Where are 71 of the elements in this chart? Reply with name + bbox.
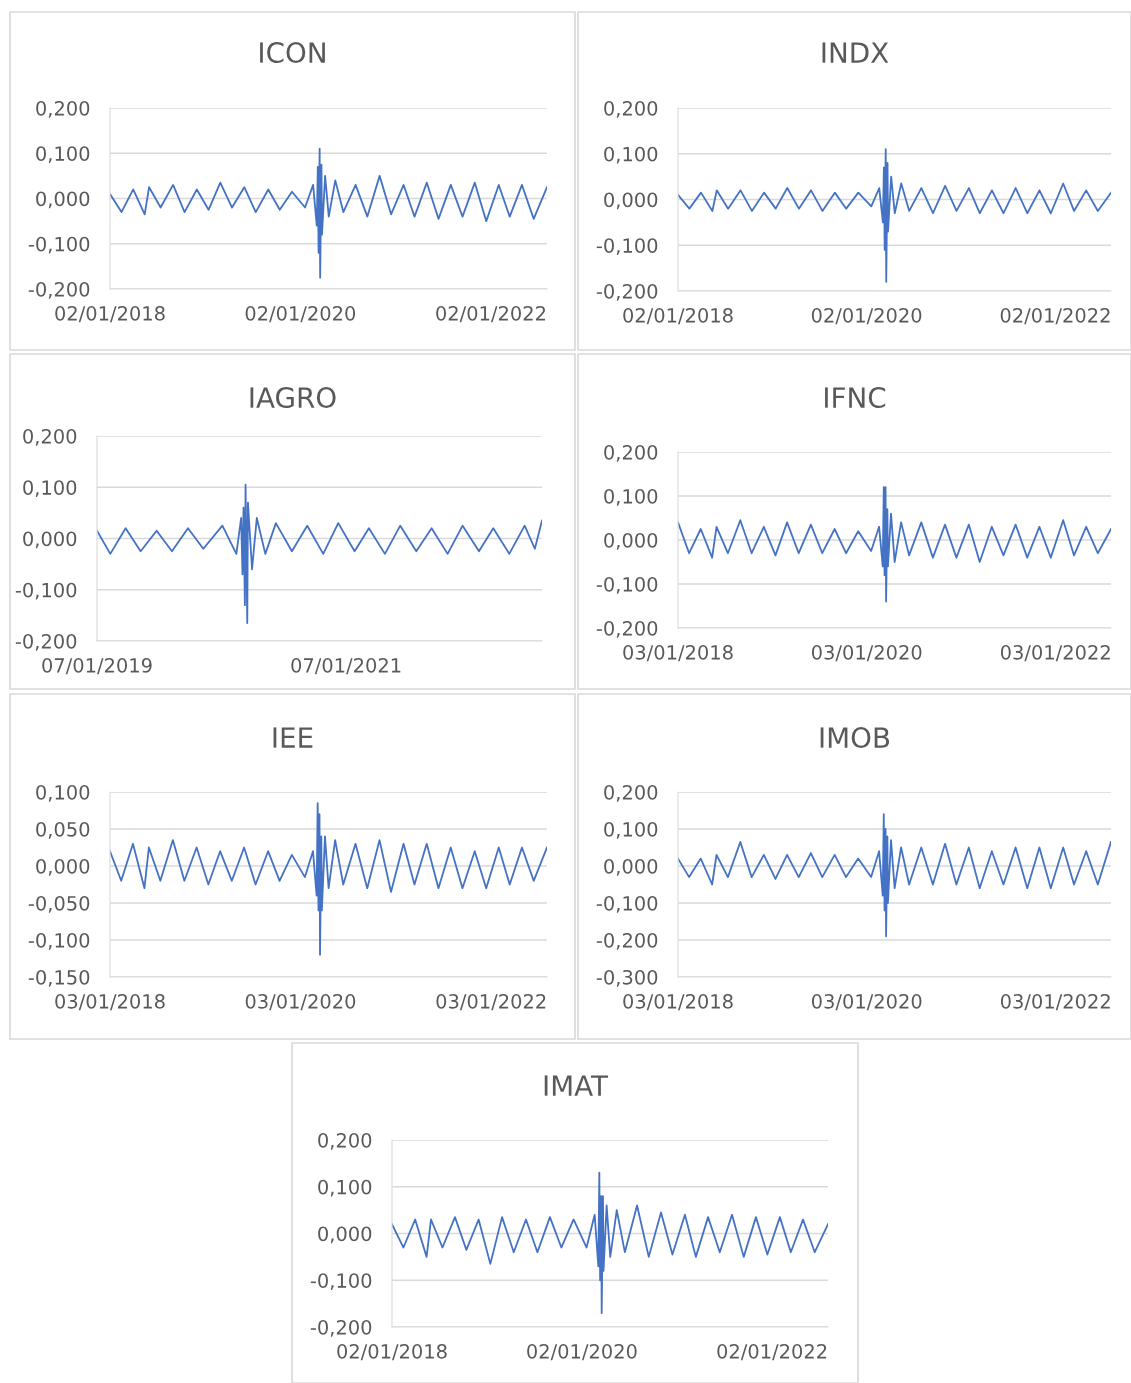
- y-tick-label: 0,200: [604, 784, 658, 802]
- y-tick-label: 0,200: [318, 1132, 372, 1150]
- chart-title: IFNC: [825, 387, 886, 409]
- y-tick-label: -0,100: [28, 236, 90, 254]
- y-tick-label: 0,000: [36, 858, 90, 876]
- y-tick-label: -0,100: [28, 932, 90, 950]
- y-tick-label: 0,200: [604, 444, 658, 462]
- y-tick-label: 0,100: [604, 821, 658, 839]
- x-tick-label: 03/01/2020: [811, 645, 922, 662]
- chart-title: ICON: [260, 42, 325, 64]
- line-series: [678, 813, 1111, 938]
- y-tick-label: 0,000: [604, 192, 658, 210]
- y-tick-label: -0,100: [596, 238, 658, 255]
- y-tick-label: -0,200: [596, 283, 658, 301]
- line-series: [97, 483, 542, 624]
- x-tick-label: 02/01/2022: [717, 1344, 827, 1361]
- x-tick-label: 02/01/2020: [811, 308, 922, 325]
- x-tick-label: 03/01/2022: [436, 994, 546, 1011]
- y-tick-label: 0,000: [23, 531, 77, 549]
- y-tick-label: -0,100: [310, 1273, 372, 1290]
- x-tick-label: 02/01/2018: [337, 1344, 447, 1361]
- y-tick-label: -0,200: [596, 620, 658, 638]
- y-tick-label: 0,100: [23, 480, 77, 497]
- x-tick-label: 07/01/2019: [42, 658, 152, 675]
- line-series: [110, 147, 547, 279]
- line-series: [678, 148, 1111, 283]
- line-series: [678, 486, 1111, 603]
- x-tick-label: 03/01/2020: [811, 994, 922, 1011]
- x-tick-label: 02/01/2018: [623, 308, 733, 325]
- y-tick-label: 0,100: [36, 146, 90, 163]
- x-tick-label: 02/01/2022: [1000, 308, 1110, 325]
- x-tick-label: 03/01/2022: [1000, 645, 1110, 662]
- y-tick-label: 0,000: [318, 1226, 372, 1244]
- y-tick-label: 0,050: [36, 821, 90, 839]
- y-tick-label: 0,000: [36, 191, 90, 209]
- y-tick-label: -0,200: [28, 281, 90, 299]
- chart-title: IAGRO: [250, 387, 336, 409]
- chart-title: INDX: [822, 42, 889, 63]
- y-tick-label: -0,200: [15, 633, 77, 651]
- y-tick-label: 0,100: [604, 146, 658, 164]
- chart-title: IEE: [273, 727, 313, 748]
- y-tick-label: 0,000: [604, 858, 658, 876]
- line-series: [110, 802, 547, 956]
- y-tick-label: -0,200: [310, 1319, 372, 1337]
- x-tick-label: 07/01/2021: [291, 658, 401, 675]
- line-series: [392, 1171, 828, 1314]
- y-tick-label: -0,050: [28, 895, 90, 913]
- chart-title: IMAT: [544, 1075, 609, 1096]
- x-tick-label: 03/01/2018: [623, 994, 733, 1011]
- y-tick-label: -0,300: [596, 969, 658, 987]
- y-tick-label: 0,000: [604, 532, 658, 550]
- y-tick-label: 0,100: [318, 1179, 372, 1197]
- y-tick-label: -0,100: [596, 895, 658, 913]
- y-tick-label: -0,150: [28, 969, 90, 987]
- x-tick-label: 02/01/2018: [55, 306, 165, 323]
- y-tick-label: -0,200: [596, 932, 658, 950]
- y-tick-label: -0,100: [15, 582, 77, 600]
- x-tick-label: 03/01/2020: [245, 994, 356, 1011]
- y-tick-label: 0,100: [36, 784, 90, 802]
- x-tick-label: 02/01/2022: [436, 306, 546, 323]
- x-tick-label: 02/01/2020: [527, 1344, 637, 1361]
- y-tick-label: 0,200: [36, 100, 90, 118]
- y-tick-label: 0,200: [604, 100, 658, 118]
- chart-title: IMOB: [820, 727, 890, 749]
- x-tick-label: 03/01/2018: [623, 645, 733, 662]
- x-tick-label: 03/01/2018: [55, 994, 165, 1011]
- x-tick-label: 02/01/2020: [245, 306, 356, 323]
- y-tick-label: -0,100: [596, 576, 658, 594]
- x-tick-label: 03/01/2022: [1000, 994, 1110, 1011]
- y-tick-label: 0,200: [23, 428, 77, 446]
- y-tick-label: 0,100: [604, 488, 658, 506]
